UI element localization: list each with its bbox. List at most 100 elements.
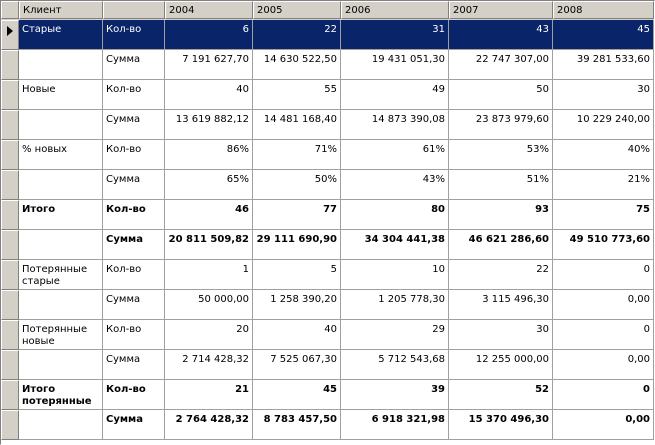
value-cell-2006[interactable]: 19 431 051,30	[341, 50, 449, 80]
row-indicator[interactable]	[1, 140, 19, 170]
header-year-2007[interactable]: 2007	[449, 1, 553, 19]
metric-cell[interactable]: Сумма	[103, 290, 165, 320]
value-cell-2008[interactable]: 0	[553, 380, 654, 410]
value-cell-2007[interactable]: 52	[449, 380, 553, 410]
table-row[interactable]: Сумма 2 764 428,32 8 783 457,50 6 918 321,9…	[1, 410, 654, 440]
value-cell-2008[interactable]: 30	[553, 80, 654, 110]
metric-cell[interactable]: Кол-во	[103, 260, 165, 290]
row-indicator[interactable]	[1, 230, 19, 260]
header-metric[interactable]	[103, 1, 165, 19]
metric-cell[interactable]: Сумма	[103, 110, 165, 140]
header-year-2005[interactable]: 2005	[253, 1, 341, 19]
row-indicator[interactable]	[1, 290, 19, 320]
row-indicator[interactable]	[1, 380, 19, 410]
value-cell-2004[interactable]: 86%	[165, 140, 253, 170]
table-row[interactable]: Сумма 7 191 627,70 14 630 522,50 19 431 051…	[1, 50, 654, 80]
metric-cell[interactable]: Кол-во	[103, 20, 165, 50]
metric-cell[interactable]: Кол-во	[103, 380, 165, 410]
row-indicator[interactable]	[1, 110, 19, 140]
value-cell-2005[interactable]: 14 630 522,50	[253, 50, 341, 80]
row-indicator[interactable]	[1, 200, 19, 230]
value-cell-2007[interactable]: 30	[449, 320, 553, 350]
value-cell-2004[interactable]: 50 000,00	[165, 290, 253, 320]
client-cell[interactable]: Потерянные новые	[19, 320, 103, 350]
metric-cell[interactable]: Сумма	[103, 50, 165, 80]
value-cell-2007[interactable]: 22 747 307,00	[449, 50, 553, 80]
metric-cell[interactable]: Сумма	[103, 350, 165, 380]
client-cell[interactable]	[19, 290, 103, 320]
table-row[interactable]: Сумма 65% 50% 43% 51% 21%	[1, 170, 654, 200]
table-row[interactable]: % новых Кол-во 86% 71% 61% 53% 40%	[1, 140, 654, 170]
value-cell-2007[interactable]: 51%	[449, 170, 553, 200]
client-cell[interactable]	[19, 50, 103, 80]
value-cell-2007[interactable]: 43	[449, 20, 553, 50]
client-cell[interactable]: % новых	[19, 140, 103, 170]
client-cell[interactable]	[19, 410, 103, 440]
table-row[interactable]: Старые Кол-во 6 22 31 43 45	[1, 20, 654, 50]
value-cell-2008[interactable]: 21%	[553, 170, 654, 200]
value-cell-2006[interactable]: 31	[341, 20, 449, 50]
value-cell-2005[interactable]: 71%	[253, 140, 341, 170]
header-client[interactable]: Клиент	[19, 1, 103, 19]
value-cell-2006[interactable]: 34 304 441,38	[341, 230, 449, 260]
header-year-2006[interactable]: 2006	[341, 1, 449, 19]
header-year-2004[interactable]: 2004	[165, 1, 253, 19]
client-cell[interactable]	[19, 110, 103, 140]
client-cell[interactable]: Итого	[19, 200, 103, 230]
value-cell-2005[interactable]: 77	[253, 200, 341, 230]
value-cell-2008[interactable]: 0,00	[553, 350, 654, 380]
table-row[interactable]: Сумма 50 000,00 1 258 390,20 1 205 778,30 3 …	[1, 290, 654, 320]
client-cell[interactable]: Новые	[19, 80, 103, 110]
value-cell-2006[interactable]: 61%	[341, 140, 449, 170]
table-row[interactable]: Сумма 20 811 509,82 29 111 690,90 34 304 44…	[1, 230, 654, 260]
client-cell[interactable]	[19, 230, 103, 260]
value-cell-2004[interactable]: 20	[165, 320, 253, 350]
value-cell-2004[interactable]: 13 619 882,12	[165, 110, 253, 140]
row-indicator[interactable]	[1, 80, 19, 110]
value-cell-2004[interactable]: 6	[165, 20, 253, 50]
value-cell-2008[interactable]: 0,00	[553, 290, 654, 320]
metric-cell[interactable]: Кол-во	[103, 80, 165, 110]
value-cell-2005[interactable]: 8 783 457,50	[253, 410, 341, 440]
table-row[interactable]: Новые Кол-во 40 55 49 50 30	[1, 80, 654, 110]
value-cell-2005[interactable]: 22	[253, 20, 341, 50]
value-cell-2008[interactable]: 0	[553, 320, 654, 350]
client-cell[interactable]: Потерянные старые	[19, 260, 103, 290]
value-cell-2005[interactable]: 5	[253, 260, 341, 290]
value-cell-2004[interactable]: 20 811 509,82	[165, 230, 253, 260]
value-cell-2008[interactable]: 75	[553, 200, 654, 230]
metric-cell[interactable]: Сумма	[103, 410, 165, 440]
value-cell-2006[interactable]: 29	[341, 320, 449, 350]
value-cell-2006[interactable]: 6 918 321,98	[341, 410, 449, 440]
value-cell-2007[interactable]: 15 370 496,30	[449, 410, 553, 440]
metric-cell[interactable]: Кол-во	[103, 320, 165, 350]
row-indicator[interactable]	[1, 350, 19, 380]
value-cell-2007[interactable]: 93	[449, 200, 553, 230]
metric-cell[interactable]: Кол-во	[103, 140, 165, 170]
value-cell-2008[interactable]: 49 510 773,60	[553, 230, 654, 260]
value-cell-2005[interactable]: 1 258 390,20	[253, 290, 341, 320]
row-indicator[interactable]	[1, 20, 19, 50]
value-cell-2008[interactable]: 0,00	[553, 410, 654, 440]
value-cell-2006[interactable]: 5 712 543,68	[341, 350, 449, 380]
value-cell-2005[interactable]: 50%	[253, 170, 341, 200]
client-cell[interactable]: Старые	[19, 20, 103, 50]
value-cell-2008[interactable]: 40%	[553, 140, 654, 170]
value-cell-2004[interactable]: 7 191 627,70	[165, 50, 253, 80]
metric-cell[interactable]: Кол-во	[103, 200, 165, 230]
value-cell-2005[interactable]: 40	[253, 320, 341, 350]
value-cell-2004[interactable]: 1	[165, 260, 253, 290]
value-cell-2004[interactable]: 65%	[165, 170, 253, 200]
value-cell-2006[interactable]: 80	[341, 200, 449, 230]
value-cell-2007[interactable]: 50	[449, 80, 553, 110]
table-row[interactable]: Итого Кол-во 46 77 80 93 75	[1, 200, 654, 230]
value-cell-2007[interactable]: 53%	[449, 140, 553, 170]
value-cell-2006[interactable]: 49	[341, 80, 449, 110]
row-indicator[interactable]	[1, 320, 19, 350]
value-cell-2006[interactable]: 14 873 390,08	[341, 110, 449, 140]
row-indicator[interactable]	[1, 410, 19, 440]
value-cell-2007[interactable]: 46 621 286,60	[449, 230, 553, 260]
value-cell-2005[interactable]: 45	[253, 380, 341, 410]
row-indicator[interactable]	[1, 260, 19, 290]
row-indicator[interactable]	[1, 170, 19, 200]
